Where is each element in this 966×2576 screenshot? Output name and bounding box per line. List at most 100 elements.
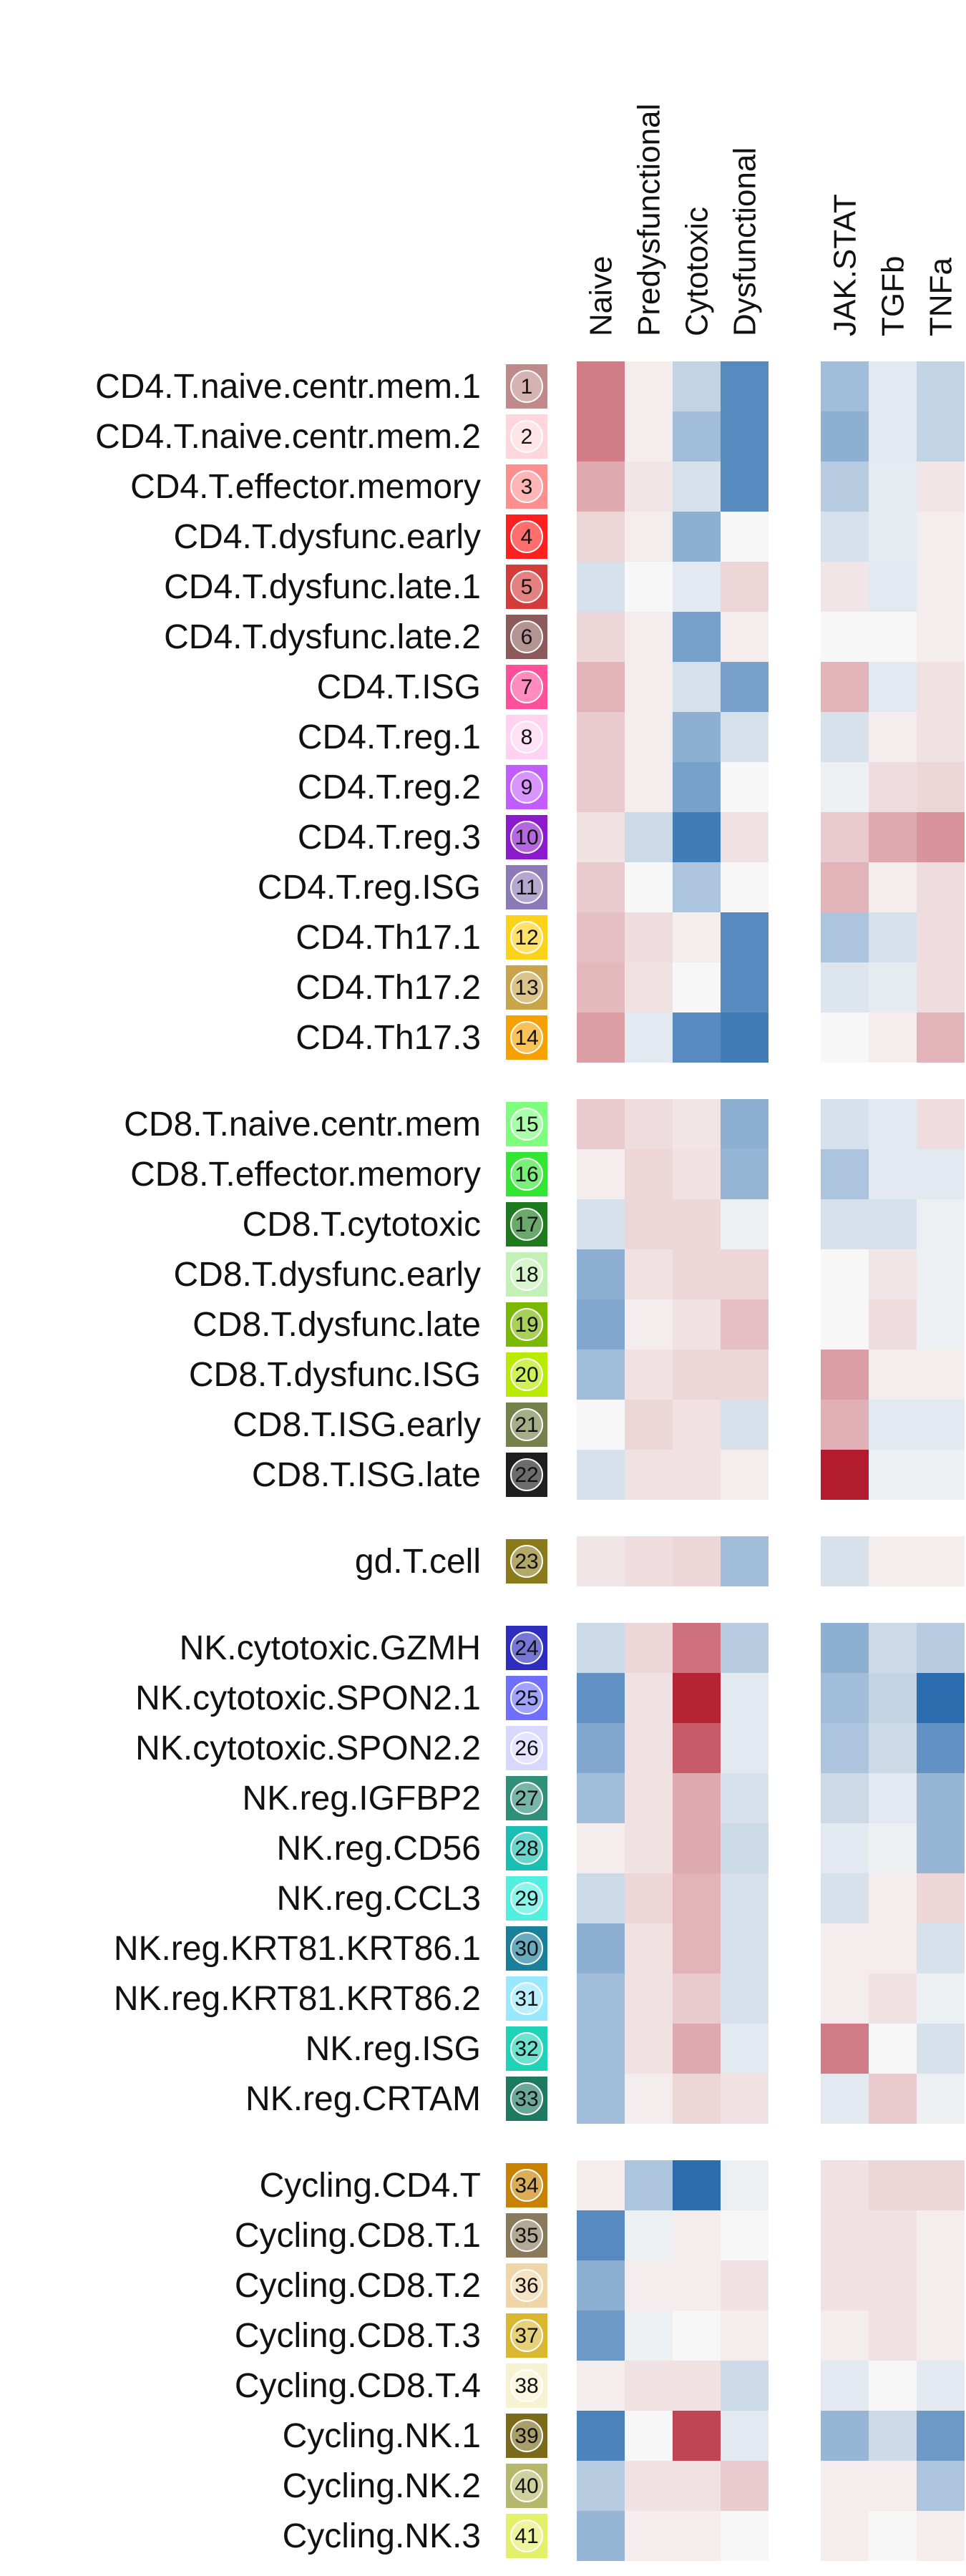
cluster-number-circle bbox=[510, 2219, 543, 2252]
cluster-color-swatch bbox=[506, 1015, 547, 1060]
heatmap-row-cd4-t-reg-2: CD4.T.reg.2 9 bbox=[298, 762, 965, 812]
heatmap-cell-cytotoxic bbox=[673, 1923, 721, 1974]
column-label-dysfunctional: Dysfunctional bbox=[728, 147, 763, 336]
heatmap-cell-jak-stat bbox=[821, 1623, 869, 1673]
cluster-color-swatch bbox=[506, 2313, 547, 2358]
heatmap-cell-tnfa bbox=[917, 1823, 965, 1873]
heatmap-cell-predysfunctional bbox=[625, 1923, 673, 1974]
heatmap-cell-dysfunctional bbox=[721, 1299, 769, 1350]
cluster-number-circle bbox=[510, 871, 543, 904]
cluster-color-swatch bbox=[506, 2163, 547, 2207]
heatmap-cell-predysfunctional bbox=[625, 662, 673, 712]
cluster-number-circle bbox=[510, 1932, 543, 1965]
cluster-number-circle bbox=[510, 921, 543, 954]
heatmap-cell-predysfunctional bbox=[625, 1350, 673, 1400]
cluster-number-circle bbox=[510, 1021, 543, 1054]
row-label: CD8.T.dysfunc.late bbox=[192, 1306, 481, 1344]
row-label: CD8.T.ISG.early bbox=[233, 1406, 481, 1444]
heatmap-cell-predysfunctional bbox=[625, 712, 673, 762]
heatmap-row-cycling-cd4-t: Cycling.CD4.T 34 bbox=[260, 2160, 965, 2210]
cluster-color-swatch bbox=[506, 2414, 547, 2458]
heatmap-cell-cytotoxic bbox=[673, 712, 721, 762]
heatmap-cell-tnfa bbox=[917, 2311, 965, 2361]
cluster-color-swatch bbox=[506, 1926, 547, 1971]
heatmap-row-cd8-t-effector-memory: CD8.T.effector.memory 16 bbox=[130, 1149, 965, 1199]
heatmap-cell-jak-stat bbox=[821, 762, 869, 812]
heatmap-cell-tnfa bbox=[917, 762, 965, 812]
heatmap-cell-predysfunctional bbox=[625, 1249, 673, 1299]
row-label: Cycling.NK.3 bbox=[283, 2517, 481, 2555]
heatmap-row-nk-reg-ccl3: NK.reg.CCL3 29 bbox=[277, 1873, 965, 1923]
heatmap-cell-naive bbox=[577, 1723, 625, 1773]
heatmap-cell-dysfunctional bbox=[721, 1099, 769, 1149]
heatmap-cell-naive bbox=[577, 962, 625, 1013]
heatmap-cell-tgfb bbox=[869, 1013, 917, 1063]
heatmap-cell-jak-stat bbox=[821, 2511, 869, 2561]
heatmap-row-nk-reg-isg: NK.reg.ISG 32 bbox=[306, 2024, 965, 2074]
row-label: NK.cytotoxic.GZMH bbox=[180, 1629, 481, 1667]
heatmap-cell-cytotoxic bbox=[673, 2461, 721, 2511]
cluster-color-swatch bbox=[506, 865, 547, 909]
heatmap-cell-tgfb bbox=[869, 2024, 917, 2074]
heatmap-cell-naive bbox=[577, 2074, 625, 2124]
heatmap-cell-dysfunctional bbox=[721, 1974, 769, 2024]
cluster-color-swatch bbox=[506, 2263, 547, 2308]
heatmap-cell-cytotoxic bbox=[673, 2361, 721, 2411]
heatmap-row-cd4-t-naive-centr-mem-2: CD4.T.naive.centr.mem.2 2 bbox=[95, 411, 965, 462]
heatmap-cell-jak-stat bbox=[821, 2210, 869, 2260]
cluster-color-swatch bbox=[506, 1152, 547, 1196]
heatmap-cell-predysfunctional bbox=[625, 1099, 673, 1149]
cluster-number: 28 bbox=[514, 1837, 538, 1860]
heatmap-cell-tnfa bbox=[917, 1974, 965, 2024]
heatmap-cell-predysfunctional bbox=[625, 2461, 673, 2511]
heatmap-cell-naive bbox=[577, 812, 625, 862]
heatmap-cell-cytotoxic bbox=[673, 1974, 721, 2024]
heatmap-cell-tgfb bbox=[869, 712, 917, 762]
heatmap-cell-dysfunctional bbox=[721, 1350, 769, 1400]
heatmap-row-cd4-t-dysfunc-late-1: CD4.T.dysfunc.late.1 5 bbox=[164, 562, 965, 612]
row-label: CD8.T.naive.centr.mem bbox=[124, 1106, 481, 1143]
cluster-color-swatch bbox=[506, 2363, 547, 2408]
heatmap-cell-predysfunctional bbox=[625, 1536, 673, 1586]
cluster-number-circle bbox=[510, 370, 543, 403]
heatmap-cell-jak-stat bbox=[821, 1099, 869, 1149]
heatmap-cell-naive bbox=[577, 562, 625, 612]
heatmap-cell-jak-stat bbox=[821, 812, 869, 862]
row-label: NK.reg.IGFBP2 bbox=[243, 1780, 481, 1818]
row-label: Cycling.CD8.T.4 bbox=[235, 2367, 481, 2405]
heatmap-cell-dysfunctional bbox=[721, 1923, 769, 1974]
row-label: Cycling.CD4.T bbox=[260, 2167, 481, 2205]
heatmap-cell-jak-stat bbox=[821, 462, 869, 512]
row-label: Cycling.CD8.T.1 bbox=[235, 2217, 481, 2255]
cluster-number: 26 bbox=[514, 1737, 538, 1760]
heatmap-row-cd4-th17-1: CD4.Th17.1 12 bbox=[296, 912, 965, 962]
heatmap-cell-jak-stat bbox=[821, 1873, 869, 1923]
heatmap-cell-naive bbox=[577, 1400, 625, 1450]
cluster-number: 15 bbox=[514, 1113, 538, 1136]
cluster-number-circle bbox=[510, 1982, 543, 2015]
heatmap-cell-dysfunctional bbox=[721, 962, 769, 1013]
heatmap-cell-jak-stat bbox=[821, 2160, 869, 2210]
heatmap-cell-dysfunctional bbox=[721, 2411, 769, 2461]
heatmap-cell-predysfunctional bbox=[625, 1623, 673, 1673]
cluster-number: 8 bbox=[521, 726, 533, 749]
heatmap-cell-naive bbox=[577, 762, 625, 812]
cluster-number-circle bbox=[510, 1108, 543, 1141]
heatmap-cell-naive bbox=[577, 2024, 625, 2074]
heatmap-cell-cytotoxic bbox=[673, 562, 721, 612]
heatmap-row-cycling-nk-2: Cycling.NK.2 40 bbox=[283, 2461, 965, 2511]
cluster-color-swatch bbox=[506, 1252, 547, 1297]
cluster-color-swatch bbox=[506, 965, 547, 1010]
heatmap-row-nk-cytotoxic-spon2-2: NK.cytotoxic.SPON2.2 26 bbox=[135, 1723, 965, 1773]
heatmap-cell-naive bbox=[577, 1299, 625, 1350]
cluster-number: 36 bbox=[514, 2274, 538, 2298]
row-label: CD8.T.dysfunc.ISG bbox=[189, 1356, 481, 1394]
heatmap-cell-tnfa bbox=[917, 1149, 965, 1199]
cluster-color-swatch bbox=[506, 1626, 547, 1670]
heatmap-cell-cytotoxic bbox=[673, 2511, 721, 2561]
heatmap-cell-tgfb bbox=[869, 1823, 917, 1873]
cluster-color-swatch bbox=[506, 1302, 547, 1347]
heatmap-cell-naive bbox=[577, 512, 625, 562]
cluster-number: 14 bbox=[514, 1026, 538, 1050]
cluster-number-circle bbox=[510, 2169, 543, 2202]
